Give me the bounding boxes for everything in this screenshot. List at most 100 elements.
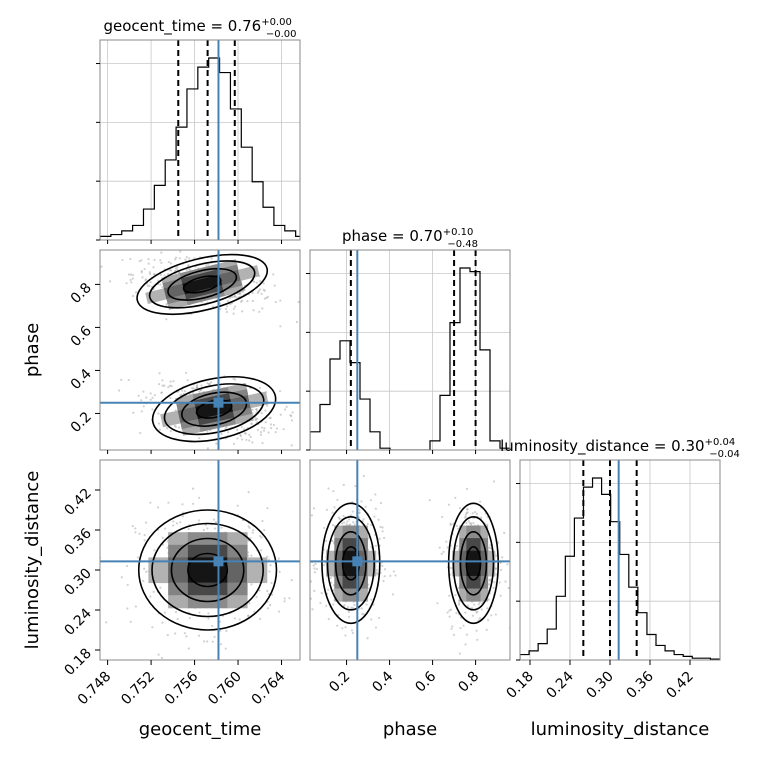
sample-point (174, 610, 178, 614)
sample-point (382, 579, 385, 583)
sample-point (362, 518, 365, 521)
sample-point (290, 444, 293, 447)
sample-point (180, 389, 184, 392)
sample-point (350, 629, 354, 632)
density-cell (215, 411, 235, 422)
sample-point (353, 603, 356, 607)
sample-point (283, 408, 287, 411)
sample-point (325, 508, 329, 511)
sample-point (494, 613, 497, 616)
sample-point (267, 431, 270, 434)
density-cell (350, 575, 360, 590)
sample-point (353, 523, 356, 526)
sample-point (181, 503, 184, 506)
contour-level-1 (187, 552, 229, 588)
sample-point (192, 387, 195, 390)
sample-point (131, 524, 134, 528)
sample-point (494, 567, 497, 570)
sample-point (266, 555, 269, 558)
sample-point (275, 427, 279, 430)
sample-point (468, 522, 471, 525)
sample-point (134, 291, 138, 294)
sample-point (449, 523, 452, 526)
title-sub: −0.04 (709, 449, 740, 460)
sample-point (177, 426, 181, 429)
sample-point (194, 462, 196, 464)
sample-point (464, 515, 467, 518)
sample-point (290, 419, 294, 422)
y-tick-label: 0.6 (68, 323, 95, 350)
sample-point (188, 393, 192, 396)
title-sub: −0.00 (266, 29, 297, 40)
sample-point (233, 295, 236, 298)
sample-point (376, 573, 379, 576)
sample-point (231, 295, 234, 299)
sample-point (158, 428, 162, 431)
sample-point (270, 426, 273, 430)
y-tick-label: 0.42 (61, 486, 94, 519)
sample-point (252, 529, 255, 532)
sample-point (313, 589, 316, 593)
sample-point (208, 382, 211, 386)
sample-point (188, 257, 191, 260)
sample-point (159, 586, 162, 589)
sample-point (247, 614, 250, 618)
sample-point (477, 603, 480, 606)
sample-point (198, 390, 201, 393)
sample-point (370, 523, 373, 527)
sample-point (377, 616, 381, 620)
sample-point (148, 272, 152, 275)
sample-point (157, 412, 160, 415)
sample-point (174, 267, 177, 270)
sample-point (191, 391, 195, 395)
sample-point (168, 269, 171, 272)
sample-point (169, 429, 172, 433)
sample-point (179, 394, 182, 397)
sample-point (151, 408, 154, 411)
sample-point (145, 570, 148, 573)
density-cell (359, 550, 368, 564)
sample-point (260, 536, 263, 539)
sample-point (269, 603, 272, 607)
density-cell (342, 550, 352, 564)
sample-point (243, 432, 247, 435)
density-cell (227, 595, 248, 609)
sample-point (241, 310, 244, 313)
sample-point (263, 297, 266, 300)
sample-point (160, 391, 163, 394)
sample-point (285, 405, 288, 408)
sample-point (236, 437, 239, 440)
sample-point (369, 499, 372, 502)
sample-point (229, 303, 232, 306)
density-cell (473, 550, 482, 564)
panel-title-luminosity_distance: luminosity_distance = 0.30+0.04 −0.04 (500, 437, 740, 460)
sample-point (503, 531, 506, 535)
sample-point (140, 259, 143, 262)
density-cell (487, 550, 496, 564)
sample-point (246, 300, 249, 303)
density-cell (459, 550, 467, 564)
sample-point (478, 617, 481, 620)
sample-point (289, 414, 292, 417)
sample-point (358, 512, 361, 515)
density-cell (487, 563, 496, 577)
sample-point (449, 522, 452, 525)
sample-point (190, 663, 192, 665)
sample-point (261, 307, 264, 310)
sample-point (158, 383, 161, 386)
sample-point (129, 257, 132, 261)
sample-point (373, 515, 376, 518)
sample-point (440, 552, 443, 555)
sample-point (442, 550, 445, 553)
sample-point (268, 570, 271, 573)
sample-point (366, 522, 369, 526)
sample-point (451, 625, 454, 628)
sample-point (258, 288, 262, 291)
sample-point (167, 501, 170, 504)
panel-content (310, 460, 510, 660)
sample-point (129, 278, 132, 282)
sample-point (282, 428, 285, 431)
sample-point (174, 425, 177, 428)
sample-point (169, 262, 172, 265)
